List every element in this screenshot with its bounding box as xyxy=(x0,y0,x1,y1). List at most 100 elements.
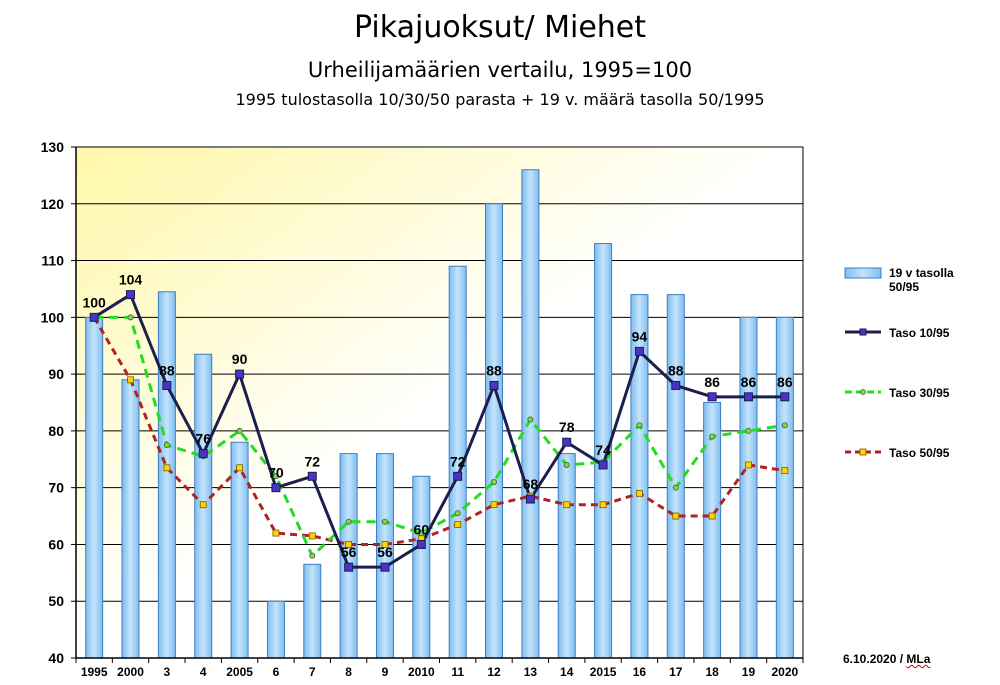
point xyxy=(672,484,679,491)
point xyxy=(308,532,316,540)
chart-title: Pikajuoksut/ Miehet xyxy=(353,10,647,45)
point xyxy=(309,552,316,559)
point xyxy=(127,314,134,321)
bar xyxy=(703,402,722,659)
legend-bar-swatch xyxy=(843,266,883,282)
point xyxy=(599,501,607,509)
bar xyxy=(121,379,140,659)
data-label: 74 xyxy=(595,442,611,458)
data-label: 70 xyxy=(268,465,284,481)
y-tick-label: 90 xyxy=(48,366,64,382)
data-label: 78 xyxy=(559,419,575,435)
series-line xyxy=(92,316,786,546)
point xyxy=(489,380,499,390)
x-tick-label: 17 xyxy=(669,665,683,679)
point xyxy=(235,369,245,379)
point xyxy=(707,392,717,402)
data-label: 90 xyxy=(232,351,248,367)
y-tick-label: 60 xyxy=(48,536,64,552)
point xyxy=(380,562,390,572)
bar xyxy=(230,441,249,659)
bar xyxy=(85,316,104,659)
data-label: 56 xyxy=(377,544,393,560)
point xyxy=(527,416,534,423)
x-tick-label: 9 xyxy=(382,665,389,679)
x-tick-label: 2020 xyxy=(771,665,798,679)
point xyxy=(126,290,136,300)
x-tick-label: 14 xyxy=(560,665,574,679)
point xyxy=(418,530,425,537)
point xyxy=(381,541,389,548)
bar xyxy=(412,475,431,659)
data-label: 100 xyxy=(82,294,106,310)
data-label: 86 xyxy=(704,374,720,390)
point xyxy=(563,501,571,509)
point xyxy=(198,449,208,459)
plot-background xyxy=(76,147,803,658)
legend-label: 19 v tasolla 50/95 xyxy=(889,266,954,294)
x-tick-label: 3 xyxy=(164,665,171,679)
bar xyxy=(266,600,285,659)
y-tick-label: 40 xyxy=(48,650,64,666)
point xyxy=(708,512,716,520)
point xyxy=(163,442,170,449)
bar xyxy=(557,453,576,659)
point xyxy=(525,494,535,504)
data-label: 86 xyxy=(777,374,793,390)
x-tick-label: 2000 xyxy=(117,665,144,679)
y-tick-label: 130 xyxy=(41,139,65,155)
data-label: 88 xyxy=(668,362,684,378)
point xyxy=(345,518,352,525)
data-label: 88 xyxy=(486,362,502,378)
data-label: 72 xyxy=(304,453,320,469)
x-tick-label: 7 xyxy=(309,665,316,679)
point xyxy=(636,489,643,497)
point xyxy=(272,473,279,480)
data-label: 56 xyxy=(341,544,357,560)
point xyxy=(709,433,716,440)
series-line xyxy=(93,293,785,569)
x-tick-label: 2015 xyxy=(590,665,617,679)
point xyxy=(199,501,207,509)
point xyxy=(562,437,572,447)
point xyxy=(416,539,426,549)
x-tick-label: 4 xyxy=(200,665,207,679)
point xyxy=(381,518,388,525)
legend-label: Taso 30/95 xyxy=(889,386,950,400)
series-line xyxy=(94,315,786,558)
point xyxy=(163,464,171,472)
footer-author: MLa xyxy=(906,652,931,666)
chart-subtitle: Urheilijamäärien vertailu, 1995=100 xyxy=(307,58,693,82)
y-tick-label: 120 xyxy=(41,196,65,212)
x-tick-label: 12 xyxy=(487,665,501,679)
y-tick-label: 110 xyxy=(41,253,64,269)
point xyxy=(636,422,643,429)
y-tick-label: 50 xyxy=(48,593,64,609)
x-tick-label: 16 xyxy=(633,665,647,679)
x-tick-label: 19 xyxy=(742,665,756,679)
point xyxy=(307,471,317,481)
data-label: 60 xyxy=(414,521,430,537)
point xyxy=(454,521,462,528)
point xyxy=(271,483,281,493)
legend-label: Taso 10/95 xyxy=(889,326,950,340)
point xyxy=(236,427,243,434)
point xyxy=(345,541,353,548)
x-tick-label: 18 xyxy=(705,665,719,679)
data-label: 76 xyxy=(195,431,211,447)
point xyxy=(780,392,790,402)
data-label: 94 xyxy=(632,328,648,344)
legend-line-swatch xyxy=(843,325,883,341)
bar xyxy=(485,203,504,659)
bar xyxy=(521,169,540,659)
legend-label: Taso 50/95 xyxy=(889,446,950,460)
x-tick-label: 11 xyxy=(451,665,464,679)
legend-line-swatch xyxy=(843,385,883,401)
data-label: 86 xyxy=(741,374,757,390)
point xyxy=(236,464,243,472)
point xyxy=(671,380,681,390)
bar xyxy=(775,316,794,659)
point xyxy=(745,461,752,469)
point xyxy=(89,312,99,322)
